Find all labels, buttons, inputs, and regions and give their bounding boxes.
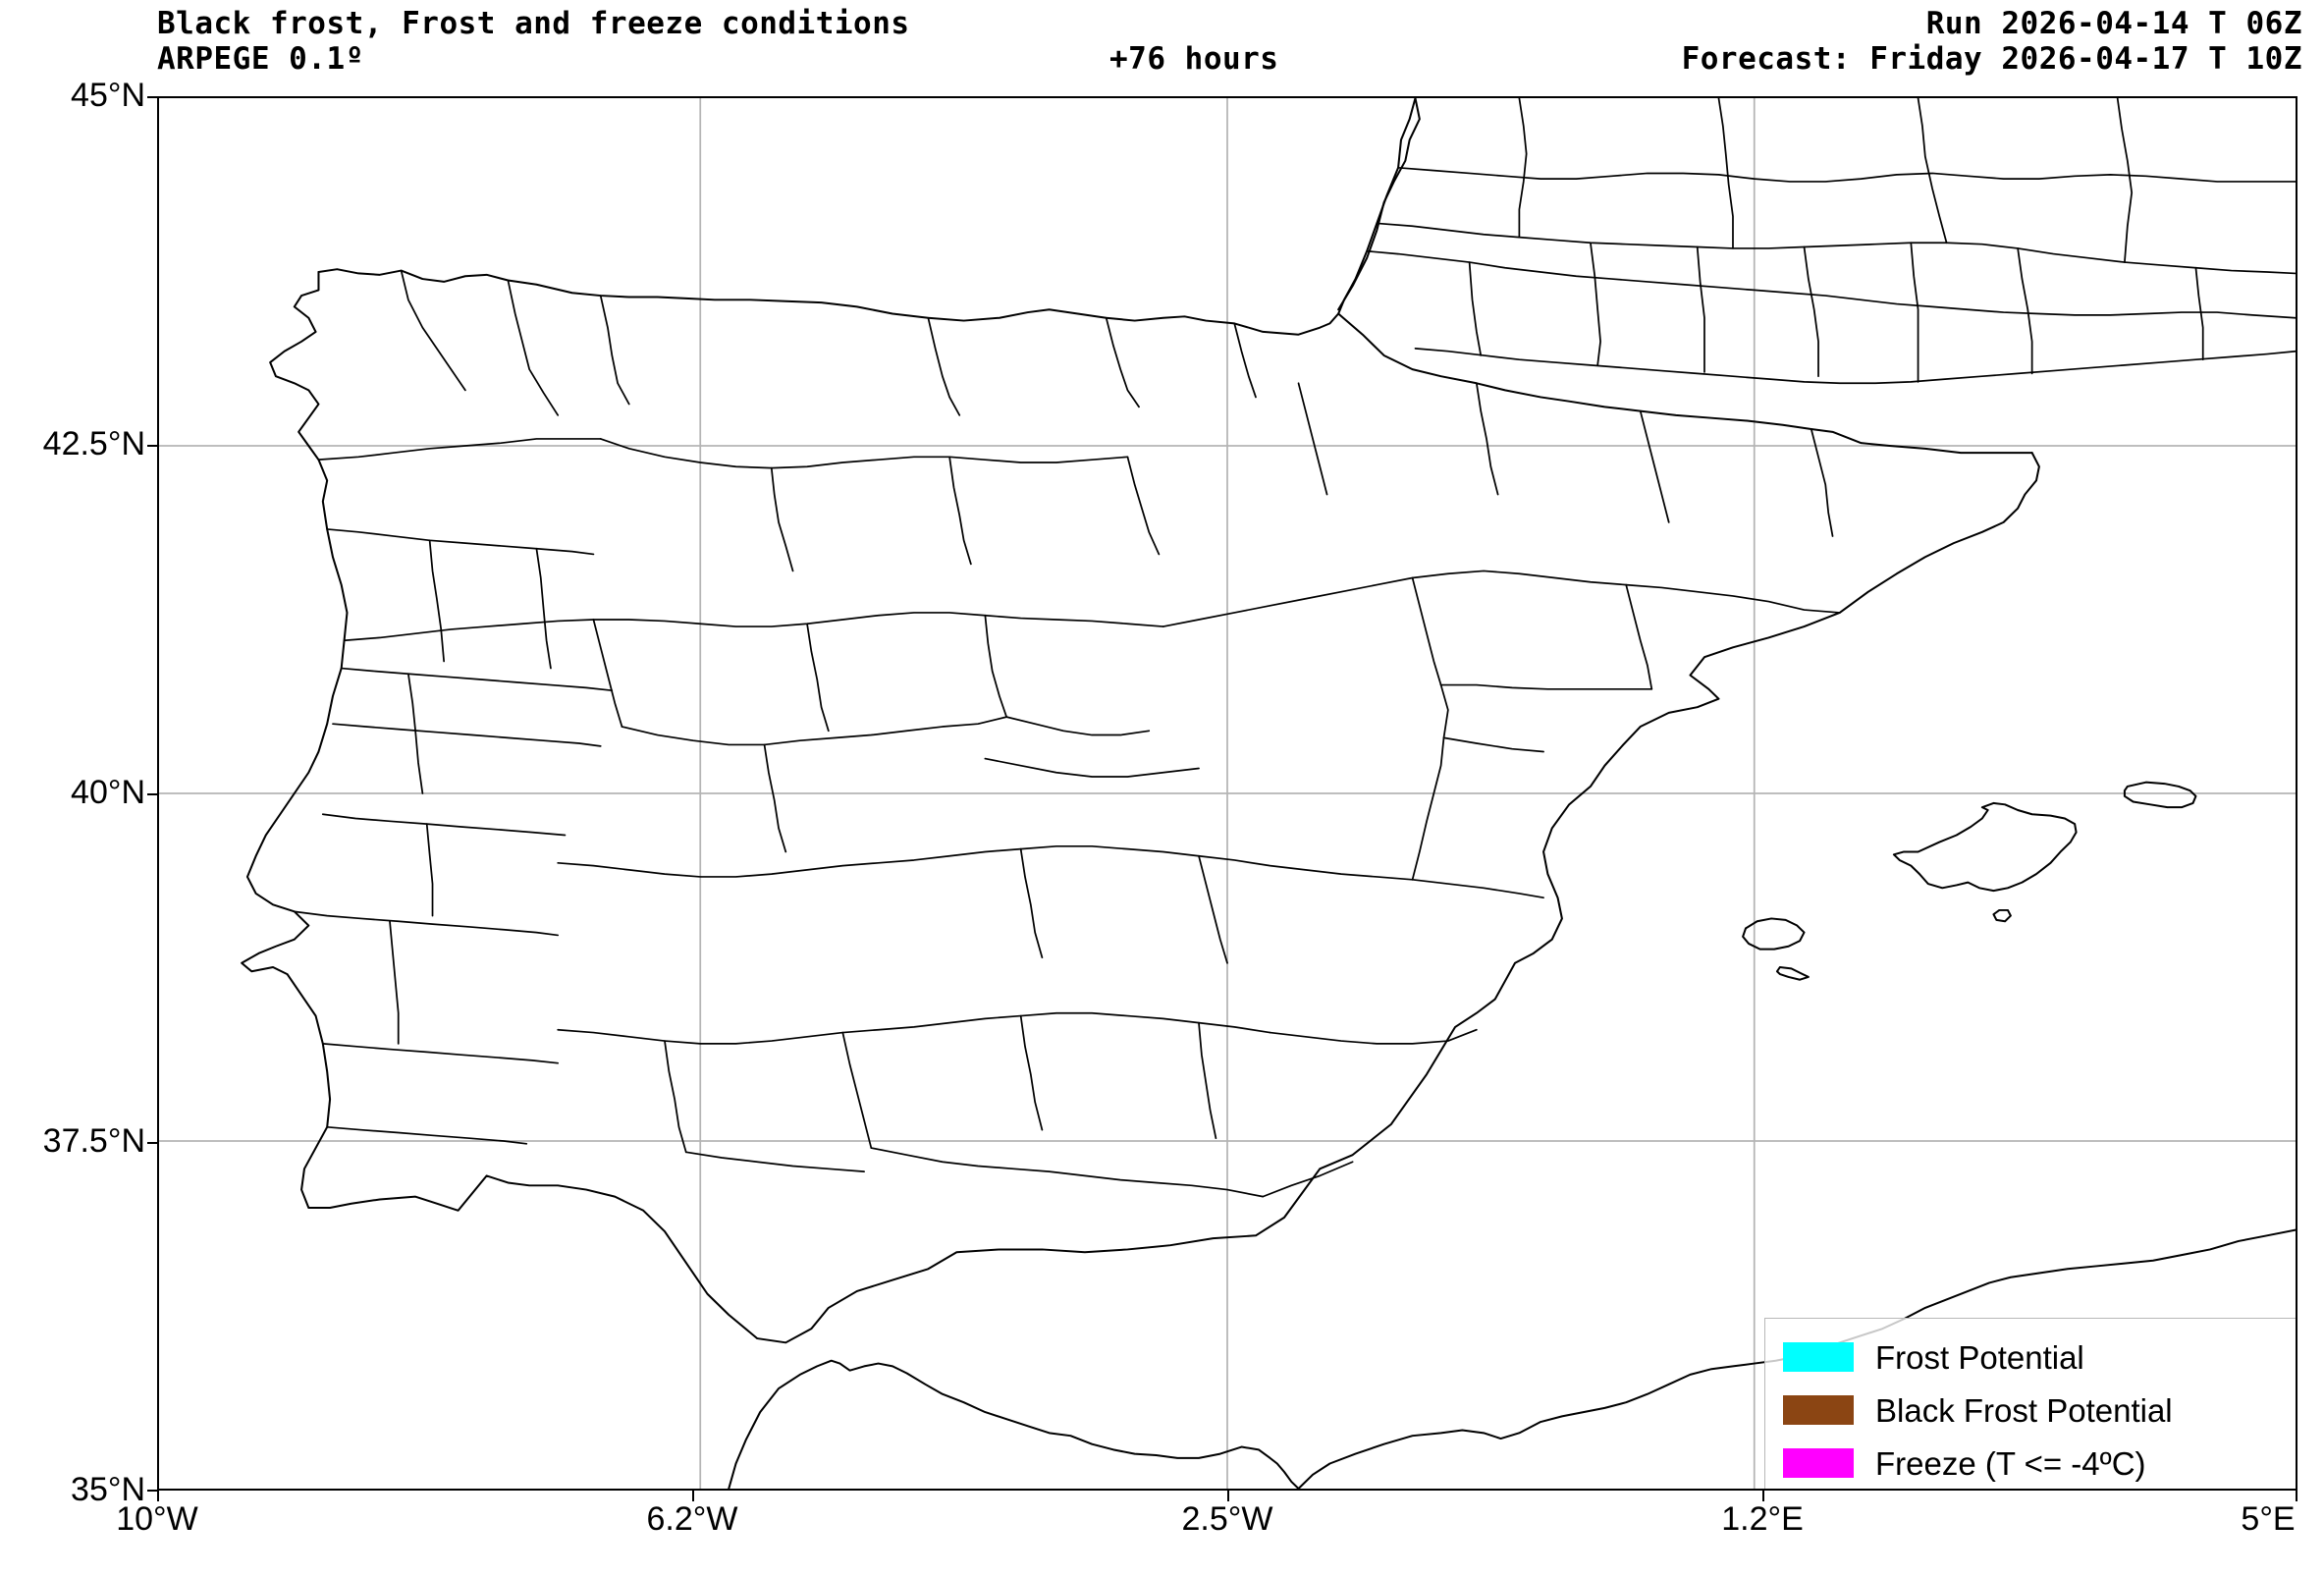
legend-label-black-frost: Black Frost Potential (1875, 1391, 2173, 1429)
coastlines-and-borders-group (241, 98, 2296, 1489)
spain-mediterranean-coast (241, 271, 2040, 1344)
freeze-color-swatch (1783, 1448, 1854, 1478)
map-legend[interactable]: Frost Potential Black Frost Potential Fr… (1764, 1318, 2296, 1489)
x-tick-label-25w: 2.5°W (1181, 1500, 1273, 1538)
run-timestamp-label: Run 2026-04-14 T 06Z (1925, 6, 2302, 41)
black-frost-color-swatch (1783, 1395, 1854, 1425)
y-tick-mark (147, 793, 158, 795)
model-label: ARPEGE 0.1º (157, 41, 364, 77)
france-atlantic-coast (1337, 98, 1421, 311)
map-plot-area[interactable]: Frost Potential Black Frost Potential Fr… (157, 96, 2297, 1491)
legend-label-frost: Frost Potential (1875, 1338, 2084, 1376)
legend-label-freeze: Freeze (T <= -4ºC) (1875, 1444, 2146, 1482)
x-tick-mark (157, 1491, 159, 1501)
x-tick-label-10w: 10°W (116, 1500, 198, 1538)
pyrenees-border (1337, 312, 2033, 455)
y-tick-label-35n: 35°N (71, 1471, 145, 1508)
x-tick-mark (1762, 1491, 1764, 1501)
y-tick-label-40n: 40°N (71, 774, 145, 811)
y-tick-mark (147, 96, 158, 98)
y-tick-mark (147, 1490, 158, 1492)
iberia-coastline (317, 98, 1417, 336)
x-tick-mark (1227, 1491, 1229, 1501)
y-tick-label-45n: 45°N (71, 77, 145, 114)
frost-color-swatch (1783, 1342, 1854, 1372)
x-tick-label-12e: 1.2°E (1721, 1500, 1804, 1538)
x-tick-label-5e: 5°E (2241, 1500, 2296, 1538)
legend-item-freeze: Freeze (T <= -4ºC) (1783, 1439, 2296, 1488)
y-tick-label-375n: 37.5°N (42, 1122, 145, 1160)
chart-title: Black frost, Frost and freeze conditions (157, 6, 910, 41)
x-tick-mark (692, 1491, 694, 1501)
x-tick-label-62w: 6.2°W (646, 1500, 738, 1538)
legend-item-frost: Frost Potential (1783, 1332, 2296, 1382)
north-africa-coastline (728, 1359, 1300, 1489)
mallorca-island (1892, 801, 2078, 893)
formentera-island (1775, 966, 1810, 981)
cabrera-island (1992, 908, 2012, 923)
menorca-island (2123, 781, 2197, 809)
gridlines-group (159, 98, 2296, 1489)
ibiza-island (1742, 917, 1806, 951)
map-canvas (159, 98, 2296, 1489)
y-tick-label-425n: 42.5°N (42, 425, 145, 462)
legend-item-black-frost: Black Frost Potential (1783, 1386, 2296, 1435)
y-tick-mark (147, 445, 158, 447)
forecast-valid-label: Forecast: Friday 2026-04-17 T 10Z (1681, 41, 2302, 77)
x-tick-mark (2296, 1491, 2297, 1501)
y-tick-mark (147, 1142, 158, 1144)
lead-time-label: +76 hours (1109, 41, 1279, 77)
administrative-borders (293, 98, 2296, 1198)
